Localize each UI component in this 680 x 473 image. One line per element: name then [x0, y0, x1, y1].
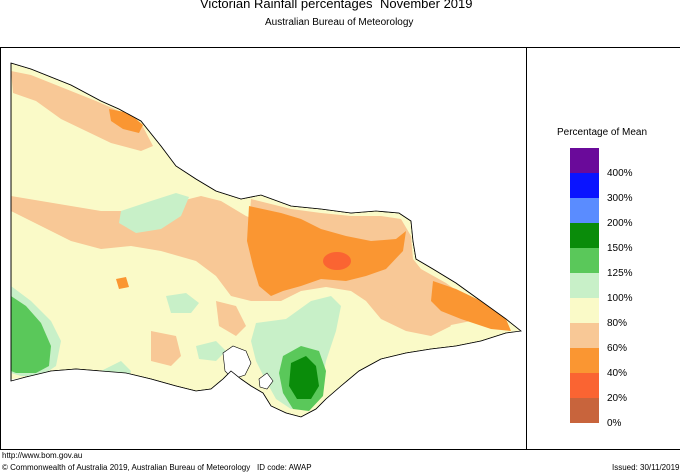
- victoria-rainfall-map: [1, 48, 526, 449]
- legend-tick-label: 40%: [607, 368, 628, 379]
- legend-tick-label: 300%: [607, 193, 633, 204]
- legend-tick-label: 20%: [607, 393, 628, 404]
- legend-swatch: [570, 148, 599, 173]
- zone-20-40-spot: [323, 252, 351, 270]
- zone-40-60-north: [109, 109, 143, 133]
- ocean: [1, 329, 526, 449]
- legend-swatch: [570, 373, 599, 398]
- zone-60-80-mid: [216, 301, 246, 336]
- title-text: Victorian Rainfall percentages: [200, 0, 373, 11]
- period-text: November 2019: [380, 0, 473, 11]
- zone-40-60-northeast: [247, 206, 406, 296]
- footer-id-code: ID code: AWAP: [257, 463, 312, 472]
- legend-tick-label: 150%: [607, 243, 633, 254]
- legend-tick-label: 0%: [607, 418, 622, 429]
- map-title: Victorian Rainfall percentages November …: [0, 0, 680, 12]
- zone-100-125-center: [166, 293, 199, 313]
- legend-swatch: [570, 298, 599, 323]
- northern-land: [1, 48, 526, 381]
- legend-tick-label: 400%: [607, 168, 633, 179]
- zone-100-125-mid: [196, 341, 226, 361]
- legend-swatch: [570, 198, 599, 223]
- footer-issued: Issued: 30/11/2019: [612, 463, 680, 472]
- legend-tick-label: 60%: [607, 343, 628, 354]
- footer-url: http://www.bom.gov.au: [2, 451, 83, 460]
- legend-tick-label: 125%: [607, 268, 633, 279]
- legend-tick-label: 100%: [607, 293, 633, 304]
- state-outline: [10, 62, 522, 418]
- legend-swatch: [570, 398, 599, 423]
- legend-tick-label: 200%: [607, 218, 633, 229]
- legend-swatch: [570, 173, 599, 198]
- map-frame: [0, 47, 527, 450]
- legend-tick-label: 80%: [607, 318, 628, 329]
- legend-title: Percentage of Mean: [557, 127, 648, 138]
- port-phillip-bay: [222, 345, 252, 380]
- agency-text: Australian Bureau of Meteorology: [265, 17, 414, 28]
- legend-panel: [527, 47, 680, 450]
- legend-swatch: [570, 223, 599, 248]
- zone-40-60-gippsland: [431, 281, 511, 331]
- zone-125-150-west: [11, 296, 51, 373]
- legend-swatch: [570, 323, 599, 348]
- zone-40-60-small: [116, 277, 129, 289]
- legend-swatch: [570, 348, 599, 373]
- zone-60-80-north: [11, 71, 153, 151]
- legend-swatch: [570, 248, 599, 273]
- zone-150-200-south: [289, 356, 319, 399]
- zone-60-80-center: [11, 196, 451, 336]
- western-port: [258, 372, 274, 390]
- zone-60-80-sw: [151, 331, 181, 366]
- footer-copyright: © Commonwealth of Australia 2019, Austra…: [2, 463, 251, 472]
- zone-100-125-north: [119, 193, 189, 233]
- legend-swatch: [570, 273, 599, 298]
